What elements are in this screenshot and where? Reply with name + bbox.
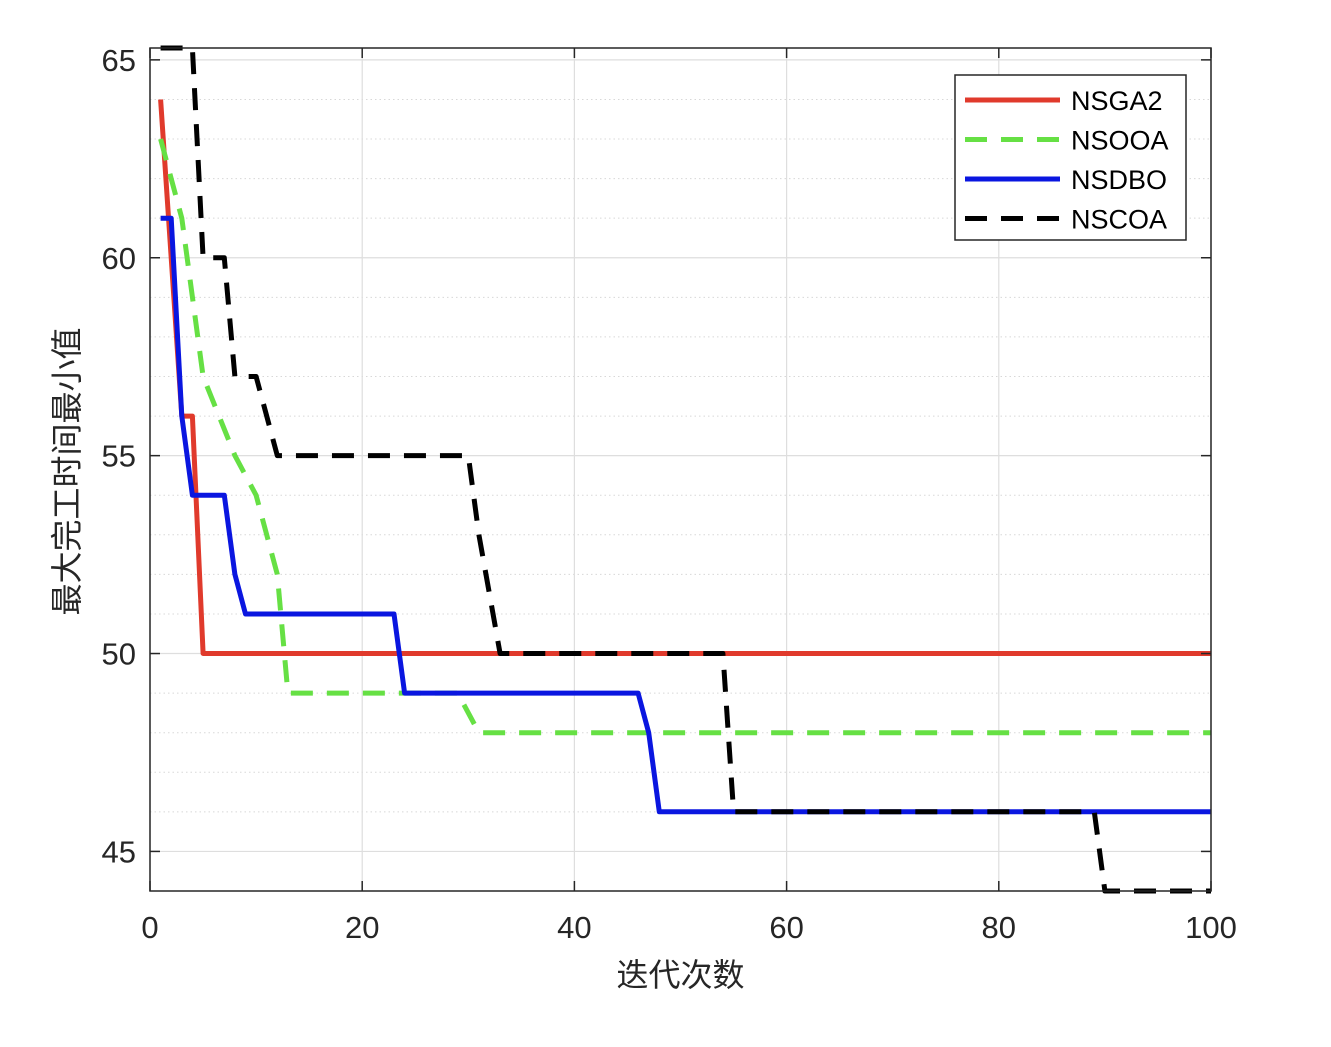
y-tick-label: 55	[102, 439, 136, 474]
legend-label-nsdbo: NSDBO	[1071, 165, 1167, 195]
tick-labels: 0 20 40 60 80 100 45 50 55 60 65	[102, 43, 1237, 945]
plot-frame	[149, 47, 1212, 892]
legend-label-nsooa: NSOOA	[1071, 126, 1169, 156]
series-line-nsooa	[158, 138, 1211, 736]
x-tick-label: 100	[1185, 910, 1237, 945]
x-tick-label: 80	[982, 910, 1016, 945]
x-tick-label: 40	[557, 910, 591, 945]
x-tick-label: 0	[141, 910, 158, 945]
y-tick-label: 50	[102, 637, 136, 672]
legend-label-nsga2: NSGA2	[1071, 86, 1163, 116]
legend-label-nscoa: NSCOA	[1071, 205, 1167, 235]
x-axis-title: 迭代次数	[616, 956, 744, 994]
minor-grid	[150, 98, 1211, 892]
x-tick-label: 20	[345, 910, 379, 945]
legend: NSGA2 NSOOA NSDBO NSCOA	[954, 74, 1187, 241]
series-line-nscoa	[160, 45, 1211, 894]
y-tick-label: 65	[102, 43, 136, 78]
y-tick-label: 45	[102, 834, 136, 869]
ticks-layer	[149, 48, 1212, 891]
x-tick-label: 60	[769, 910, 803, 945]
y-tick-label: 60	[102, 241, 136, 276]
y-axis-title: 最大完工时间最小值	[48, 327, 86, 615]
series-layer	[158, 45, 1211, 894]
series-line-nsdbo	[160, 215, 1211, 815]
